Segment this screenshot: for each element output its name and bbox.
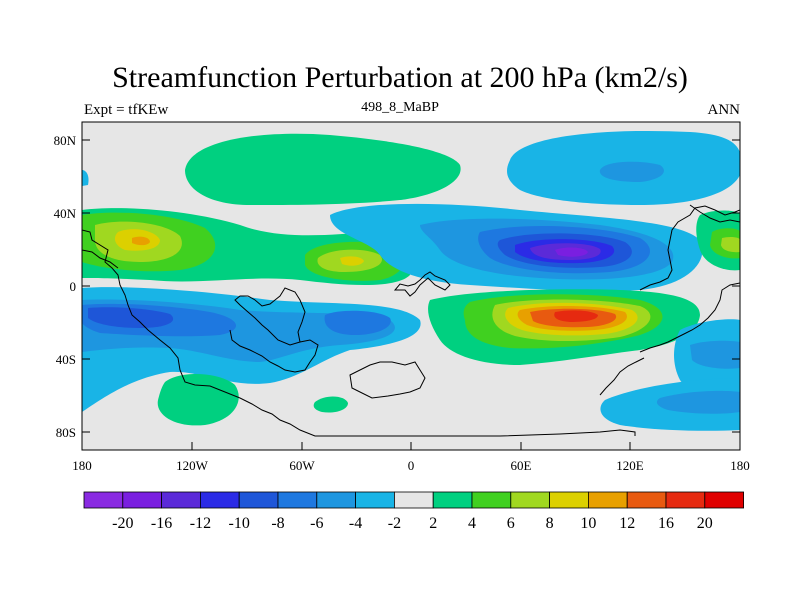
fill-south-pacific-negative-4 bbox=[690, 340, 740, 369]
colorbar-label-14: 16 bbox=[658, 515, 674, 532]
colorbar: -20 -16 -12 -10 -8 -6 -4 -2 2 4 6 8 10 12 16 20 bbox=[83, 491, 744, 532]
colorbar-box-9 bbox=[432, 491, 473, 509]
coast-africa bbox=[349, 361, 426, 399]
colorbar-label-12: 10 bbox=[580, 515, 596, 532]
colorbar-label-6: -4 bbox=[349, 515, 362, 532]
colorbar-label-8: 2 bbox=[429, 515, 437, 532]
colorbar-label-0: -20 bbox=[112, 515, 133, 532]
lon-label-180e: 180 bbox=[730, 458, 750, 473]
coast-south-america bbox=[229, 329, 319, 373]
contour-fills bbox=[82, 130, 740, 431]
colorbar-box-0 bbox=[83, 491, 124, 509]
case-label: 498_8_MaBP bbox=[361, 100, 439, 115]
colorbar-box-11 bbox=[510, 491, 550, 509]
colorbar-box-3 bbox=[199, 491, 240, 509]
fill-nh-band-mid-10 bbox=[340, 256, 364, 266]
coast-americas bbox=[82, 229, 636, 437]
lat-label-eq: 0 bbox=[70, 279, 77, 294]
colorbar-label-11: 8 bbox=[546, 515, 554, 532]
coast-pacific-isles bbox=[82, 249, 119, 269]
fill-north-asia-inner bbox=[599, 161, 664, 182]
coast-europe bbox=[393, 271, 451, 297]
colorbar-box-14 bbox=[626, 491, 667, 509]
colorbar-box-13 bbox=[588, 491, 628, 509]
fill-south-positive-west bbox=[157, 374, 239, 426]
lat-label-40s: 40S bbox=[56, 352, 76, 367]
coast-asia-east bbox=[639, 205, 740, 291]
colorbar-label-13: 12 bbox=[619, 515, 635, 532]
fill-asia-negative-16 bbox=[555, 247, 588, 257]
lon-axis bbox=[81, 442, 741, 450]
lon-label-0: 0 bbox=[408, 458, 415, 473]
coastlines bbox=[82, 204, 740, 437]
colorbar-label-2: -12 bbox=[190, 515, 211, 532]
fill-sh-band-mid-6 bbox=[324, 310, 391, 335]
colorbar-box-10 bbox=[471, 491, 512, 509]
coast-asia-west bbox=[689, 204, 740, 223]
colorbar-box-7 bbox=[355, 491, 395, 509]
fill-sh-band-west-8 bbox=[88, 307, 174, 328]
coast-australia bbox=[639, 282, 740, 353]
fill-nh-band-west-12 bbox=[132, 236, 150, 246]
colorbar-label-5: -6 bbox=[310, 515, 323, 532]
coast-central-america bbox=[234, 287, 306, 346]
colorbar-box-8 bbox=[393, 491, 434, 509]
colorbar-label-9: 4 bbox=[468, 515, 476, 532]
colorbar-box-5 bbox=[277, 491, 318, 509]
fill-south-positive-mid bbox=[313, 396, 348, 413]
lon-label-180w: 180 bbox=[72, 458, 92, 473]
colorbar-box-16 bbox=[704, 491, 744, 509]
colorbar-label-10: 6 bbox=[507, 515, 515, 532]
fill-east-positive-8 bbox=[721, 236, 740, 253]
colorbar-box-2 bbox=[161, 491, 201, 509]
colorbar-label-1: -16 bbox=[151, 515, 172, 532]
lon-label-120w: 120W bbox=[176, 458, 209, 473]
experiment-label: Expt = tfKEw bbox=[84, 102, 169, 118]
coast-indonesia bbox=[599, 357, 645, 396]
plot-title: Streamfunction Perturbation at 200 hPa (… bbox=[112, 61, 688, 94]
colorbar-box-12 bbox=[549, 491, 589, 509]
fill-west-edge-blue bbox=[82, 170, 89, 186]
colorbar-label-7: -2 bbox=[388, 515, 401, 532]
colorbar-label-4: -8 bbox=[271, 515, 284, 532]
colorbar-box-6 bbox=[316, 491, 356, 509]
lat-axis bbox=[82, 139, 740, 433]
colorbar-label-15: 20 bbox=[697, 515, 713, 532]
colorbar-box-1 bbox=[122, 491, 163, 509]
lon-label-60w: 60W bbox=[289, 458, 315, 473]
lon-label-120e: 120E bbox=[616, 458, 644, 473]
colorbar-label-3: -10 bbox=[229, 515, 250, 532]
lat-label-80n: 80N bbox=[54, 133, 77, 148]
fill-north-pacific-positive bbox=[185, 133, 461, 205]
fill-sh-east-16 bbox=[554, 310, 598, 322]
lat-label-40n: 40N bbox=[54, 206, 77, 221]
fill-southern-ocean-negative-4 bbox=[656, 390, 740, 414]
season-label: ANN bbox=[707, 102, 741, 118]
colorbar-box-4 bbox=[238, 491, 279, 509]
colorbar-box-15 bbox=[665, 491, 706, 509]
lon-label-60e: 60E bbox=[511, 458, 532, 473]
lat-label-80s: 80S bbox=[56, 425, 76, 440]
